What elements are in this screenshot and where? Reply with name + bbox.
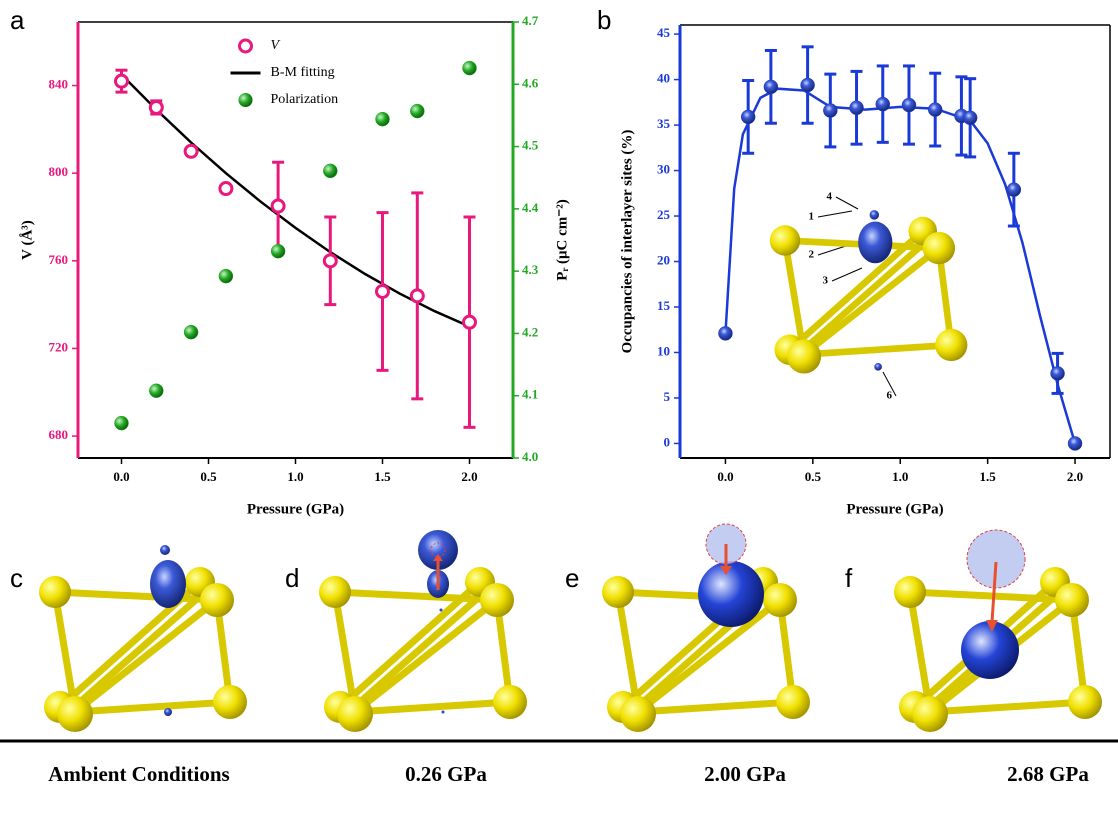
y2-tick-label: 4.7 (522, 13, 539, 28)
structure-f (894, 530, 1102, 732)
point (115, 416, 129, 430)
charts: 0.0 0.5 1.0 1.5 2.0 680 720 760 800 840 4.0 4.1 4.2 4… (19, 13, 1110, 517)
point (928, 103, 942, 117)
point (876, 97, 890, 111)
y2-axis-label: Pᵣ (μC cm⁻²) (554, 199, 570, 280)
point (410, 104, 424, 118)
point (463, 61, 477, 75)
caption: Ambient Conditions (48, 762, 229, 786)
y2-tick-label: 4.2 (522, 324, 538, 339)
x-tick-label: 0.5 (200, 469, 217, 484)
y-tick-label: 5 (664, 389, 671, 404)
point (764, 80, 778, 94)
x-axis-label: Pressure (GPa) (247, 501, 344, 517)
y2-tick-label: 4.4 (522, 200, 539, 215)
y-tick-label: 15 (657, 298, 671, 313)
inset-label: 3 (823, 275, 829, 287)
y-tick-label: 25 (657, 207, 671, 222)
point (377, 285, 389, 297)
y-tick-label: 840 (49, 77, 69, 92)
caption: 0.26 GPa (405, 762, 487, 786)
inset-arrow (836, 197, 858, 209)
point (116, 75, 128, 87)
y-tick-label: 680 (49, 427, 69, 442)
y-tick-label: 40 (657, 71, 670, 86)
panel-label: c (10, 563, 23, 593)
inset-arrow (818, 211, 852, 217)
point (184, 325, 198, 339)
panel-label: d (285, 563, 299, 593)
legend-swatch (240, 40, 252, 52)
inset-label: 1 (809, 211, 815, 223)
point (850, 101, 864, 115)
structure-d (319, 530, 527, 732)
panel-label: a (10, 5, 25, 35)
structure-e (602, 524, 810, 732)
point (323, 164, 337, 178)
point (185, 145, 197, 157)
y2-tick-label: 4.3 (522, 262, 539, 277)
x-tick-label: 1.5 (980, 469, 997, 484)
panel-label: e (565, 563, 579, 593)
point (149, 384, 163, 398)
panel-label: f (845, 563, 853, 593)
legend-label: Polarization (271, 92, 339, 107)
x-tick-label: 0.0 (113, 469, 129, 484)
legend-swatch (239, 93, 253, 107)
y-tick-label: 800 (49, 164, 69, 179)
inset-arrow (832, 268, 862, 281)
point (801, 78, 815, 92)
x-axis-label: Pressure (GPa) (846, 501, 943, 517)
inset-label: 6 (887, 390, 893, 402)
y-tick-label: 0 (664, 434, 671, 449)
point (271, 244, 285, 258)
y2-tick-label: 4.0 (522, 449, 538, 464)
x-tick-label: 0.0 (717, 469, 733, 484)
point (718, 326, 732, 340)
x-tick-label: 2.0 (461, 469, 477, 484)
legend-label: V (271, 38, 281, 53)
y2-tick-label: 4.6 (522, 75, 539, 90)
y2-tick-label: 4.5 (522, 138, 539, 153)
y-tick-label: 20 (657, 252, 670, 267)
y-tick-label: 10 (657, 343, 670, 358)
point (219, 269, 233, 283)
x-tick-label: 1.0 (287, 469, 303, 484)
point (963, 111, 977, 125)
x-tick-label: 1.5 (374, 469, 391, 484)
point (823, 104, 837, 118)
y-tick-label: 45 (657, 25, 671, 40)
point (1068, 436, 1082, 450)
y-tick-label: 30 (657, 162, 670, 177)
legend-label: B-M fitting (271, 65, 335, 80)
inset-label: 4 (827, 191, 833, 203)
inset-structure (770, 210, 968, 373)
point (411, 290, 423, 302)
point (1051, 366, 1065, 380)
x-tick-label: 2.0 (1067, 469, 1083, 484)
y2-tick-label: 4.1 (522, 387, 538, 402)
y-tick-label: 760 (49, 252, 69, 267)
point (150, 101, 162, 113)
point (272, 200, 284, 212)
point (220, 183, 232, 195)
x-tick-label: 1.0 (892, 469, 908, 484)
inset-label: 2 (809, 249, 815, 261)
point (1007, 183, 1021, 197)
x-tick-label: 0.5 (805, 469, 822, 484)
caption: 2.00 GPa (704, 762, 786, 786)
point (464, 316, 476, 328)
point (741, 110, 755, 124)
y-axis-label: Occupancies of interlayer sites (%) (619, 130, 635, 354)
y-tick-label: 720 (49, 339, 69, 354)
caption: 2.68 GPa (1007, 762, 1089, 786)
point (324, 255, 336, 267)
figure: 0.0 0.5 1.0 1.5 2.0 680 720 760 800 840 4.0 4.1 4.2 4… (0, 0, 1118, 815)
panel-label: b (597, 5, 611, 35)
y-tick-label: 35 (657, 116, 671, 131)
structure-c (39, 545, 247, 732)
point (902, 98, 916, 112)
point (376, 112, 390, 126)
y-axis-label: V (Å³) (19, 220, 35, 260)
